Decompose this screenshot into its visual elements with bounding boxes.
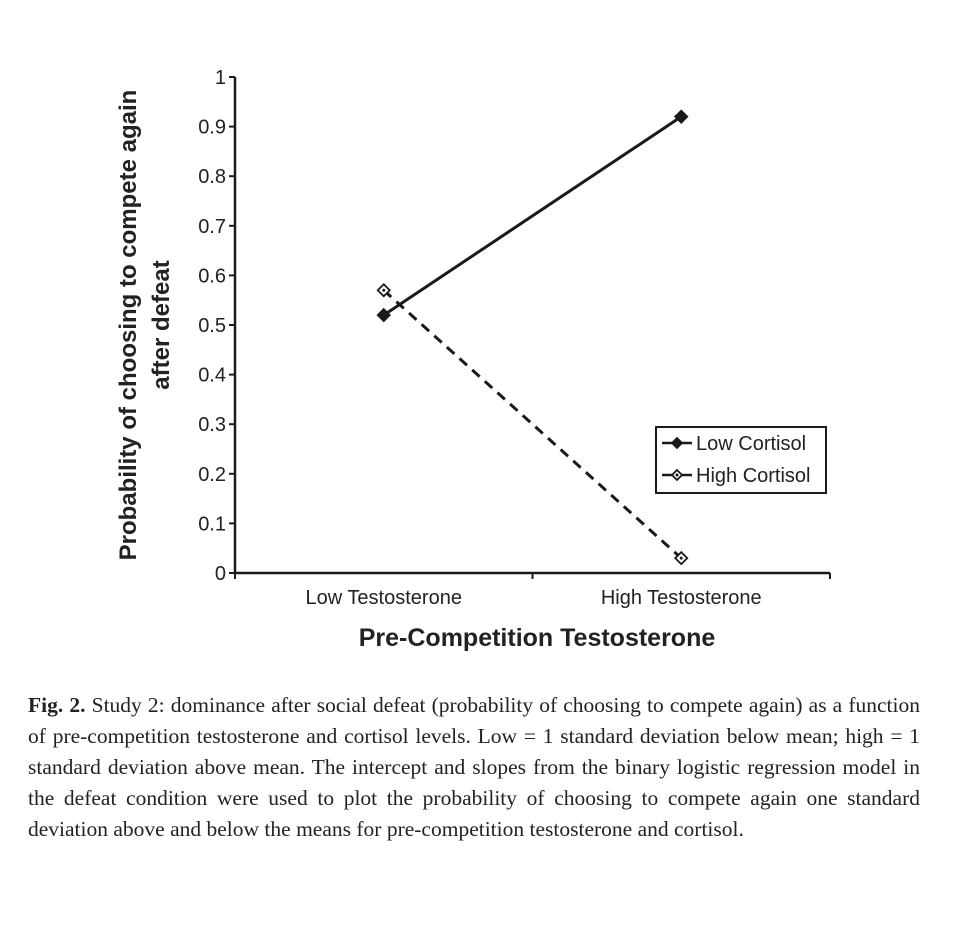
legend-label: Low Cortisol [696,433,806,455]
series-line [382,289,683,560]
y-tick-label: 0 [215,563,226,585]
y-tick-label: 0.3 [198,414,226,436]
caption-label: Fig. 2. [28,693,86,717]
x-tick-label: Low Testosterone [306,587,462,609]
y-tick-label: 0.1 [198,513,226,535]
legend-box [655,426,827,494]
y-axis-label-line-2: after defeat [148,260,175,389]
y-tick-label: 0.2 [198,464,226,486]
y-tick-label: 0.7 [198,216,226,238]
data-point [673,109,689,124]
series-group [376,109,689,566]
y-tick-label: 0.9 [198,117,226,139]
legend-label: High Cortisol [696,465,810,487]
y-axis: 0 0.1 0.2 0.3 0.4 0.5 0.6 0.7 0.8 0.9 1 [198,67,237,585]
legend: Low Cortisol High Cortisol [655,426,827,494]
y-tick-label: 0.5 [198,315,226,337]
y-axis-label-line-1: Probability of choosing to compete again [115,90,142,561]
data-point-center [679,556,683,560]
data-point-center [382,288,386,292]
figure-caption: Fig. 2. Study 2: dominance after social … [28,690,920,845]
x-axis: Low Testosterone High Testosterone [234,571,831,609]
chart: 0 0.1 0.2 0.3 0.4 0.5 0.6 0.7 0.8 0.9 1 Low Testos… [115,67,831,652]
x-tick-label: High Testosterone [601,587,762,609]
legend-marker [670,436,684,450]
y-tick-label: 0.8 [198,166,226,188]
y-tick-label: 1 [215,67,226,89]
x-axis-label: Pre-Competition Testosterone [359,624,716,652]
series-line [382,115,683,317]
series-high-cortisol [376,283,689,566]
y-tick-label: 0.6 [198,265,226,287]
series-low-cortisol [376,109,689,323]
caption-text: Study 2: dominance after social defeat (… [28,693,920,841]
data-point [376,307,392,323]
legend-marker-center [675,473,679,477]
y-tick-label: 0.4 [198,365,226,387]
